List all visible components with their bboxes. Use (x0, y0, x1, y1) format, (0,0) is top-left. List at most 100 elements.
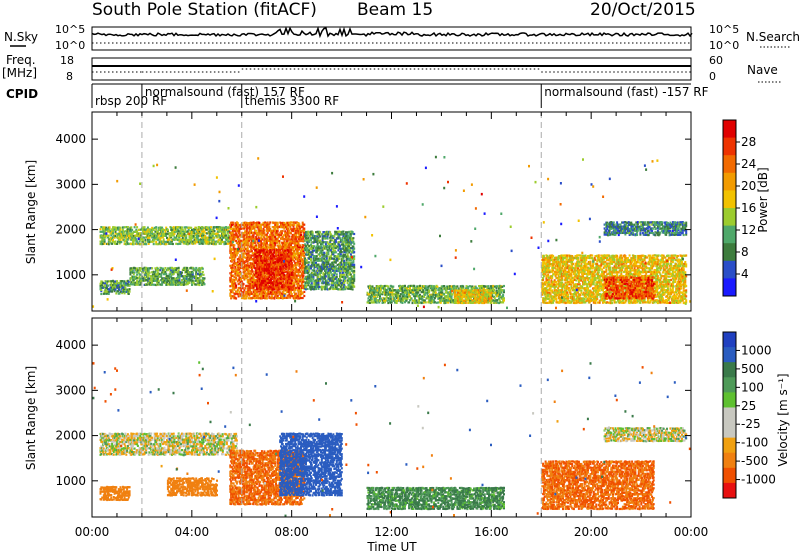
cpid-segment-label: normalsound (fast) -157 RF (544, 85, 708, 99)
data-cell (281, 235, 284, 239)
data-cell (216, 232, 219, 235)
data-cell (240, 272, 243, 275)
data-cell (187, 271, 190, 274)
data-cell (235, 239, 238, 243)
data-cell (235, 290, 238, 293)
data-cell (171, 230, 173, 233)
data-cell (257, 294, 260, 297)
data-cell (137, 281, 140, 284)
data-cell (107, 234, 110, 237)
data-cell (146, 232, 149, 235)
data-cell (260, 244, 263, 247)
data-cell (370, 297, 373, 300)
data-cell (206, 236, 209, 239)
data-cell (152, 283, 155, 286)
data-cell (154, 230, 157, 233)
data-cell (296, 250, 299, 253)
data-cell (242, 293, 245, 296)
data-cell (264, 238, 267, 241)
data-cell (245, 239, 248, 242)
data-cell (229, 264, 232, 267)
data-cell (229, 289, 232, 292)
data-cell (255, 271, 258, 274)
data-cell (208, 226, 211, 229)
data-cell (247, 297, 250, 300)
data-cell (181, 232, 183, 235)
data-cell (183, 283, 186, 286)
data-cell (122, 232, 125, 236)
freq-label-1: Freq. (6, 53, 36, 67)
data-cell (303, 290, 306, 293)
data-cell (257, 285, 260, 288)
data-cell (204, 235, 207, 238)
data-cell (229, 251, 232, 254)
data-cell (339, 261, 342, 264)
data-cell (277, 280, 280, 283)
data-cell (295, 270, 297, 274)
data-cell (304, 257, 307, 260)
data-cell (262, 242, 265, 245)
data-cell (103, 292, 106, 295)
data-cell (296, 297, 299, 300)
data-cell (169, 266, 172, 269)
data-cell (301, 258, 304, 261)
data-cell (156, 271, 159, 274)
data-cell (252, 221, 255, 224)
data-cell (163, 234, 166, 237)
data-cell (201, 230, 204, 233)
data-cell (242, 270, 245, 273)
data-cell (303, 229, 306, 232)
data-cell (151, 279, 154, 282)
data-cell (353, 251, 356, 254)
data-cell (277, 247, 280, 251)
data-cell (255, 246, 258, 249)
data-cell (210, 226, 213, 229)
data-cell (170, 236, 173, 239)
data-cell (245, 292, 248, 295)
data-cell (274, 227, 277, 230)
data-cell (132, 243, 135, 246)
data-cell (196, 234, 199, 238)
data-cell (238, 230, 241, 233)
data-cell (260, 281, 263, 285)
data-cell (289, 238, 292, 241)
data-cell (160, 234, 163, 237)
data-cell (257, 242, 260, 245)
data-cell (235, 272, 238, 275)
freq-label-2: [MHz] (2, 66, 37, 80)
data-cell (270, 235, 273, 238)
data-cell (349, 235, 352, 238)
data-cell (232, 246, 235, 249)
data-cell (287, 269, 290, 273)
data-cell (228, 230, 231, 233)
data-cell (170, 275, 173, 278)
data-cell (120, 240, 123, 244)
data-cell (224, 236, 227, 239)
data-cell (239, 234, 242, 237)
data-cell (191, 237, 193, 240)
data-cell (201, 228, 203, 231)
data-cell (161, 226, 164, 229)
data-cell (260, 229, 263, 232)
data-cell (300, 231, 302, 234)
data-cell (264, 297, 267, 300)
data-cell (295, 266, 297, 269)
data-cell (254, 241, 257, 244)
data-cell (292, 258, 295, 261)
data-cell (274, 223, 277, 226)
data-cell (295, 276, 298, 279)
data-cell (264, 248, 267, 251)
data-cell (284, 238, 287, 241)
data-cell (310, 255, 312, 258)
data-cell (181, 228, 184, 231)
data-cell (288, 229, 291, 232)
data-cell (299, 229, 302, 232)
data-cell (293, 282, 296, 285)
data-cell (300, 264, 303, 267)
data-cell (232, 252, 235, 255)
data-cell (240, 278, 243, 281)
data-cell (246, 289, 249, 292)
data-cell (248, 233, 251, 236)
data-cell (247, 280, 250, 284)
data-cell (300, 296, 302, 300)
